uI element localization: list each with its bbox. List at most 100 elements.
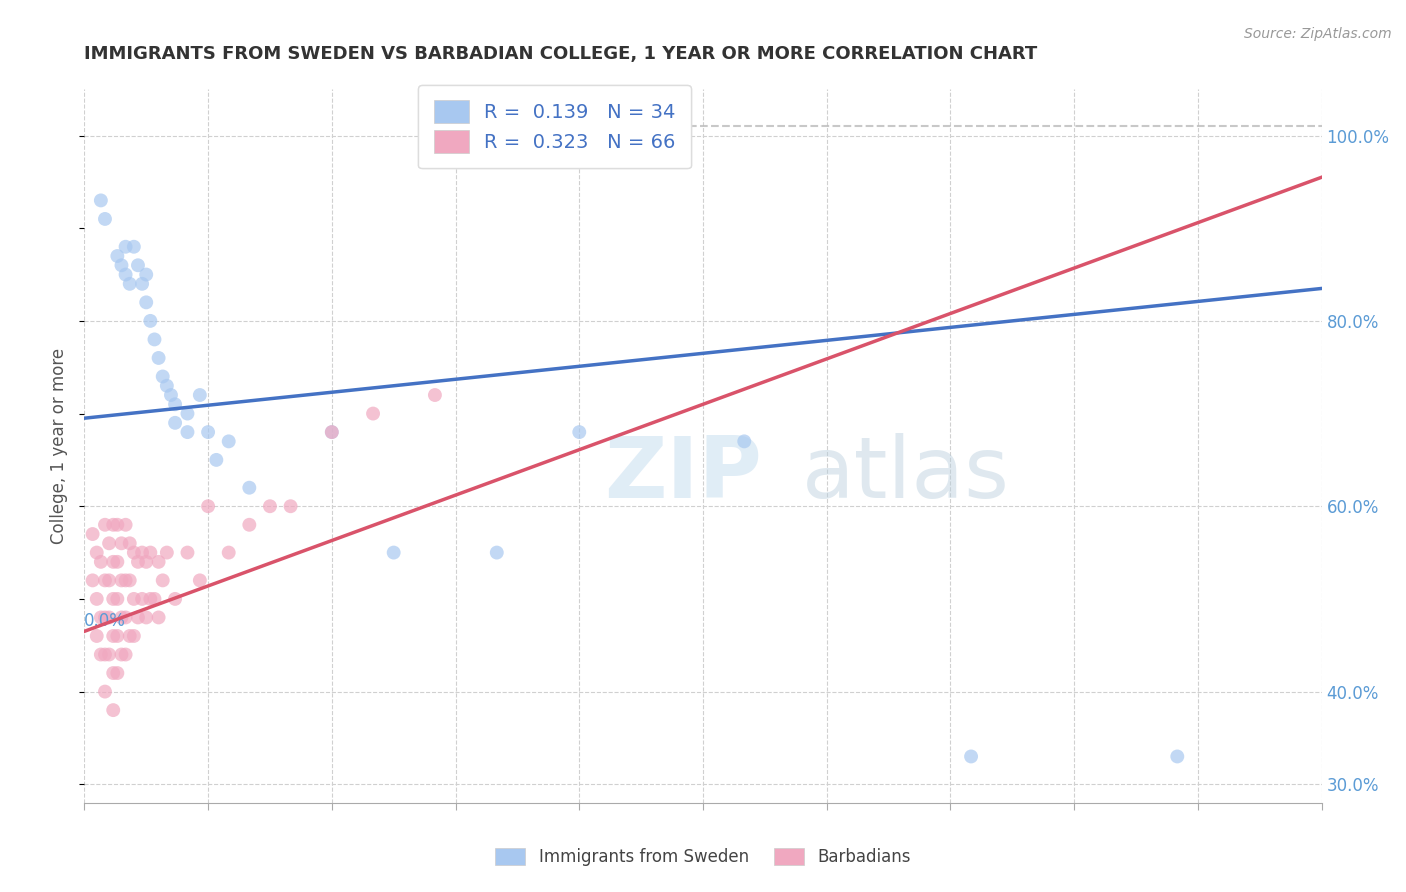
Point [77, 861, 100, 875]
Text: Source: ZipAtlas.com: Source: ZipAtlas.com [1244, 27, 1392, 41]
Point [110, 610, 132, 624]
Point [127, 258, 149, 272]
Point [135, 555, 157, 569]
Point [114, 610, 136, 624]
Point [321, 425, 343, 439]
Point [114, 574, 136, 588]
Point [165, 591, 187, 606]
Point [176, 407, 198, 421]
Point [139, 591, 162, 606]
Point [103, 629, 125, 643]
Point [110, 536, 132, 550]
Point [86, 629, 108, 643]
Point [94, 610, 117, 624]
Point [122, 591, 145, 606]
Point [176, 425, 198, 439]
Point [118, 574, 141, 588]
Text: 0.0%: 0.0% [84, 612, 127, 630]
Point [114, 240, 136, 254]
Point [238, 517, 260, 532]
Point [118, 629, 141, 643]
Point [143, 333, 166, 347]
Point [131, 277, 153, 291]
Point [94, 574, 117, 588]
Point [188, 388, 211, 402]
Point [733, 434, 755, 449]
Point [105, 629, 128, 643]
Point [1166, 749, 1188, 764]
Point [156, 378, 179, 392]
Point [960, 749, 983, 764]
Point [94, 517, 117, 532]
Point [148, 610, 170, 624]
Point [218, 434, 240, 449]
Point [139, 545, 162, 559]
Point [98, 648, 121, 662]
Point [197, 500, 219, 514]
Point [122, 240, 145, 254]
Point [94, 648, 117, 662]
Point [118, 277, 141, 291]
Point [118, 536, 141, 550]
Point [382, 545, 405, 559]
Point [98, 536, 121, 550]
Point [103, 666, 125, 681]
Point [114, 268, 136, 282]
Point [105, 517, 128, 532]
Point [361, 407, 384, 421]
Point [110, 648, 132, 662]
Point [152, 369, 174, 384]
Point [82, 574, 104, 588]
Point [218, 545, 240, 559]
Point [110, 258, 132, 272]
Point [485, 545, 508, 559]
Text: atlas: atlas [801, 433, 1010, 516]
Text: ZIP: ZIP [605, 433, 762, 516]
Legend: R =  0.139   N = 34, R =  0.323   N = 66: R = 0.139 N = 34, R = 0.323 N = 66 [418, 85, 690, 169]
Point [105, 555, 128, 569]
Point [98, 574, 121, 588]
Point [90, 194, 112, 208]
Point [205, 453, 228, 467]
Point [103, 591, 125, 606]
Text: IMMIGRANTS FROM SWEDEN VS BARBADIAN COLLEGE, 1 YEAR OR MORE CORRELATION CHART: IMMIGRANTS FROM SWEDEN VS BARBADIAN COLL… [84, 45, 1038, 62]
Point [131, 591, 153, 606]
Point [94, 211, 117, 226]
Point [131, 545, 153, 559]
Point [114, 648, 136, 662]
Point [238, 481, 260, 495]
Point [160, 388, 183, 402]
Point [105, 591, 128, 606]
Point [280, 500, 302, 514]
Y-axis label: College, 1 year or more: College, 1 year or more [51, 348, 69, 544]
Point [86, 545, 108, 559]
Point [165, 397, 187, 411]
Point [127, 610, 149, 624]
Point [165, 416, 187, 430]
Point [110, 574, 132, 588]
Point [568, 425, 591, 439]
Point [135, 295, 157, 310]
Point [127, 555, 149, 569]
Point [423, 388, 446, 402]
Point [139, 314, 162, 328]
Point [90, 648, 112, 662]
Point [103, 703, 125, 717]
Point [114, 517, 136, 532]
Point [197, 425, 219, 439]
Point [94, 684, 117, 698]
Point [103, 555, 125, 569]
Point [152, 574, 174, 588]
Legend: Immigrants from Sweden, Barbadians: Immigrants from Sweden, Barbadians [486, 840, 920, 875]
Point [321, 425, 343, 439]
Point [86, 591, 108, 606]
Point [135, 610, 157, 624]
Point [90, 610, 112, 624]
Point [90, 555, 112, 569]
Point [148, 351, 170, 365]
Point [122, 545, 145, 559]
Point [135, 268, 157, 282]
Point [148, 555, 170, 569]
Point [98, 610, 121, 624]
Point [188, 574, 211, 588]
